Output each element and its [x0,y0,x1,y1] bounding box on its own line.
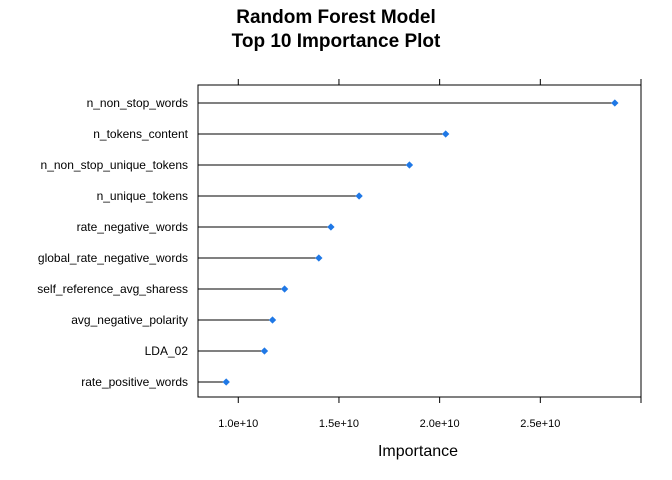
category-label: n_non_stop_words [87,96,188,110]
importance-point [222,378,230,386]
category-label: rate_negative_words [77,220,188,234]
x-tick-label: 2.5e+10 [520,418,560,430]
category-label: n_tokens_content [93,127,188,141]
x-tick-label: 1.0e+10 [218,418,258,430]
plot-frame [197,84,642,398]
x-tick-label: 1.5e+10 [319,418,359,430]
category-labels: n_non_stop_words n_tokens_content n_non_st… [37,96,188,389]
importance-point [442,130,450,138]
importance-point [268,316,277,324]
category-label: self_reference_avg_sharess [37,282,188,296]
x-axis: 1.0e+10 1.5e+10 2.0e+10 2.5e+10 [218,79,642,430]
importance-point [260,347,269,355]
chart-title-line-1: Random Forest Model [236,7,436,28]
importance-point [611,99,619,107]
importance-point [315,254,323,262]
x-tick-label: 2.0e+10 [420,418,460,430]
importance-point [405,161,414,169]
category-label: LDA_02 [145,344,189,358]
importance-point [355,192,363,200]
category-label: n_unique_tokens [97,189,188,203]
chart-marks [198,99,619,386]
x-axis-label: Importance [378,443,458,460]
category-label: n_non_stop_unique_tokens [41,158,188,172]
category-label: avg_negative_polarity [71,313,188,327]
importance-point [280,285,289,293]
chart-title-line-2: Top 10 Importance Plot [232,31,441,52]
category-label: global_rate_negative_words [38,251,188,265]
category-label: rate_positive_words [81,375,188,389]
importance-point [327,223,335,231]
